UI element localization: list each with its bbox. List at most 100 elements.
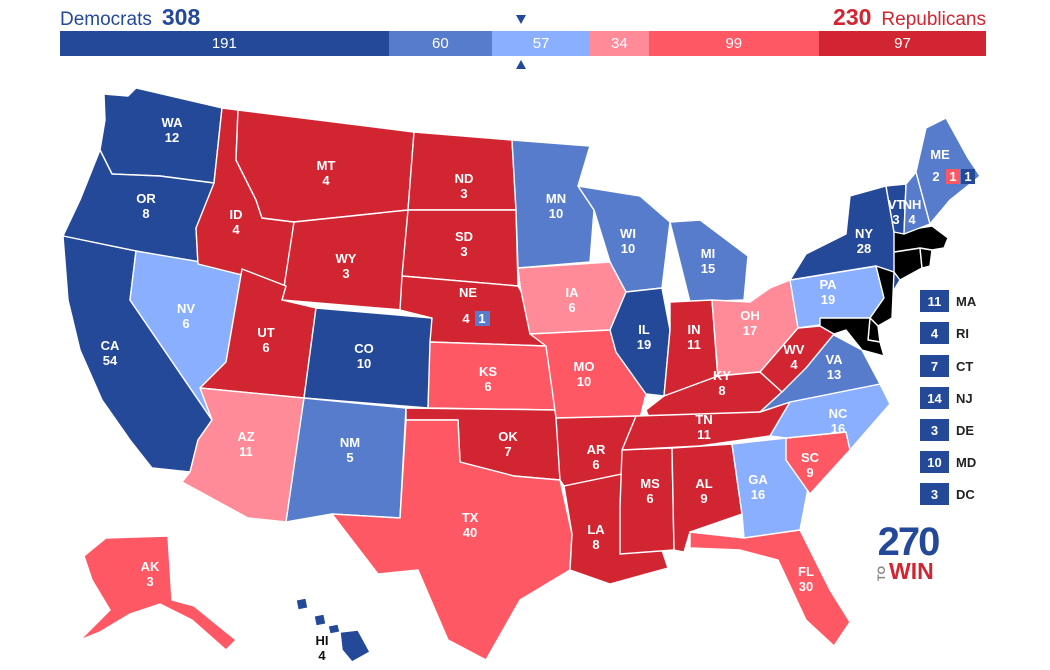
small-state-ev-box[interactable]: 7 (920, 355, 949, 377)
me-district-2-box[interactable] (946, 169, 960, 184)
state-ev-nv: 6 (182, 316, 189, 331)
state-ev-sd: 3 (460, 244, 467, 259)
state-ev-ny: 28 (857, 241, 871, 256)
state-label-az: AZ (237, 429, 254, 444)
state-label-la: LA (587, 522, 605, 537)
state-ev-wy: 3 (342, 266, 349, 281)
state-il[interactable] (609, 287, 671, 397)
state-label-or: OR (136, 191, 156, 206)
state-label-va: VA (825, 352, 843, 367)
state-ev-ia: 6 (568, 300, 575, 315)
state-label-fl: FL (798, 564, 814, 579)
state-ev-wv: 4 (790, 357, 798, 372)
state-label-ca: CA (101, 338, 120, 353)
state-ev-ok: 7 (504, 444, 511, 459)
state-ms[interactable] (619, 447, 675, 555)
small-state-nj[interactable]: 14 NJ (920, 387, 973, 409)
threshold-marker-bottom-icon (514, 58, 528, 72)
state-ev-or: 8 (142, 206, 149, 221)
small-state-ev-box[interactable]: 4 (920, 322, 949, 344)
state-label-ar: AR (587, 442, 606, 457)
state-label-ia: IA (566, 285, 580, 300)
state-label-nc: NC (829, 406, 848, 421)
state-ev-id: 4 (232, 222, 240, 237)
bar-segment-lean-dem: 57 (492, 31, 591, 56)
republicans-total: 230 (833, 4, 872, 30)
state-label-ky: KY (713, 368, 731, 383)
small-state-ev-box[interactable]: 14 (920, 387, 949, 409)
state-labels: WA12OR8CA54NV6ID4MT4WY3UT6AZ11CO10NM5ND3… (101, 115, 972, 663)
small-state-abbr: DC (956, 486, 975, 502)
small-state-ev-box[interactable]: 3 (920, 419, 949, 441)
small-state-ct[interactable]: 7 CT (920, 355, 973, 377)
state-ev-wi: 10 (621, 241, 635, 256)
small-state-dc[interactable]: 3 DC (920, 483, 975, 505)
state-ev-mi: 15 (701, 261, 715, 276)
small-state-ev-box[interactable]: 11 (920, 290, 949, 312)
state-fl[interactable] (689, 529, 851, 647)
state-ri[interactable] (919, 247, 933, 269)
small-state-abbr: CT (956, 358, 974, 374)
state-ev-nc: 16 (831, 421, 845, 436)
state-ev-wa: 12 (165, 130, 179, 145)
state-mn[interactable] (511, 139, 595, 269)
state-ev-ms: 6 (646, 491, 653, 506)
small-state-de[interactable]: 3 DE (920, 419, 974, 441)
state-ak[interactable] (79, 535, 237, 651)
threshold-marker-top-icon (514, 13, 528, 27)
state-ev-fl: 30 (799, 579, 813, 594)
state-ev-mt: 4 (322, 173, 330, 188)
state-label-sc: SC (801, 450, 820, 465)
state-ev-ut: 6 (262, 340, 269, 355)
state-ev-tn: 11 (697, 427, 711, 442)
state-label-ms: MS (640, 476, 660, 491)
state-label-tx: TX (462, 510, 479, 525)
state-label-al: AL (695, 476, 712, 491)
state-ev-al: 9 (700, 491, 707, 506)
me-district-1-ev: 1 (964, 169, 971, 184)
state-ev-mn: 10 (549, 206, 563, 221)
state-label-nd: ND (455, 171, 474, 186)
small-state-abbr: MD (956, 454, 977, 470)
small-state-ev-box[interactable]: 10 (920, 451, 949, 473)
state-label-ga: GA (748, 472, 768, 487)
state-hi[interactable] (295, 597, 371, 663)
me-district-1-box[interactable] (961, 169, 975, 184)
state-label-mi: MI (701, 246, 715, 261)
state-ev-az: 11 (239, 444, 253, 459)
state-label-ny: NY (855, 226, 873, 241)
state-label-ks: KS (479, 364, 497, 379)
bar-segment-safe-dem: 191 (60, 31, 389, 56)
state-ev-ky: 8 (718, 383, 725, 398)
small-state-md[interactable]: 10 MD (920, 451, 976, 473)
small-state-ma[interactable]: 11 MA (920, 290, 976, 312)
state-md[interactable] (819, 317, 885, 357)
state-label-ne: NE (459, 285, 477, 300)
state-label-mn: MN (546, 191, 566, 206)
state-label-wv: WV (784, 342, 805, 357)
state-mi[interactable] (669, 219, 749, 303)
bar-segment-likely-dem: 60 (388, 31, 492, 56)
state-label-wa: WA (162, 115, 184, 130)
270towin-logo[interactable]: 270 TO WIN (873, 517, 943, 584)
state-label-sd: SD (455, 229, 473, 244)
state-label-mt: MT (317, 158, 336, 173)
state-ct[interactable] (893, 247, 923, 281)
svg-text:270: 270 (878, 520, 939, 564)
state-wa[interactable] (99, 87, 223, 184)
state-ev-ne: 4 (462, 311, 470, 326)
bar-segment-lean-rep: 34 (590, 31, 649, 56)
small-state-ri[interactable]: 4 RI (920, 322, 969, 344)
state-tx[interactable] (331, 419, 573, 661)
state-label-me: ME (930, 147, 950, 162)
ne-district-box[interactable] (475, 311, 490, 326)
state-ev-ca: 54 (103, 353, 118, 368)
state-ev-me: 2 (932, 169, 939, 184)
state-ev-mo: 10 (577, 374, 591, 389)
small-state-ev-box[interactable]: 3 (920, 483, 949, 505)
small-state-abbr: DE (956, 422, 975, 438)
state-ev-sc: 9 (806, 465, 813, 480)
ne-district-ev: 1 (478, 311, 485, 326)
democrats-label: Democrats (60, 9, 152, 30)
bar-segment-likely-rep: 99 (648, 31, 819, 56)
